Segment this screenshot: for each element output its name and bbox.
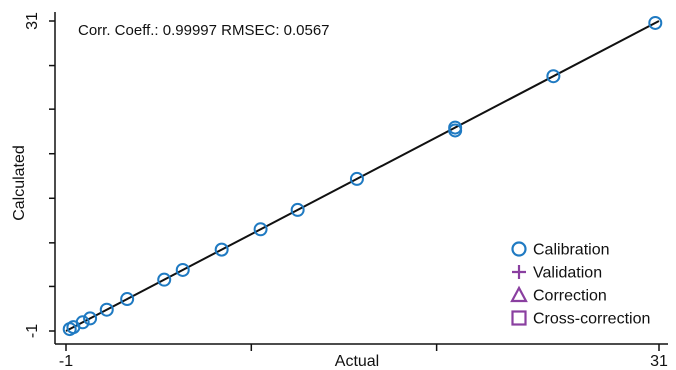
legend-item: Cross-correction (511, 310, 650, 328)
data-points (62, 15, 663, 337)
y-tick-label: -1 (24, 324, 41, 338)
legend-label: Cross-correction (533, 311, 650, 328)
legend-marker-triangle (510, 285, 528, 303)
data-point (290, 202, 305, 217)
data-point (120, 292, 135, 307)
data-point (175, 262, 190, 277)
x-tick-label: -1 (59, 353, 73, 370)
legend-item: Validation (512, 265, 602, 282)
axes: -1 31 -1 31 (24, 12, 668, 370)
y-axis-title: Calculated (11, 145, 28, 221)
stats-text: Corr. Coeff.: 0.99997 RMSEC: 0.0567 (78, 22, 330, 39)
legend-label: Validation (533, 265, 602, 282)
data-point (99, 302, 114, 317)
legend-item: Calibration (511, 241, 609, 259)
x-ticks: -1 31 (59, 344, 668, 370)
legend-item: Correction (510, 285, 607, 305)
data-point (546, 69, 561, 84)
x-axis-title: Actual (335, 353, 379, 370)
legend: Calibration Validation Correction Cross-cor… (510, 241, 650, 328)
data-point (253, 222, 268, 237)
data-point (75, 315, 90, 330)
legend-marker-square (511, 310, 527, 326)
data-point (648, 15, 663, 30)
data-point (448, 120, 463, 135)
data-point (83, 311, 98, 326)
legend-label: Calibration (533, 242, 609, 259)
legend-label: Correction (533, 288, 607, 305)
y-tick-label: 31 (24, 12, 41, 30)
data-point (349, 171, 364, 186)
legend-marker-circle (511, 241, 527, 257)
data-point (157, 272, 172, 287)
x-tick-label: 31 (650, 353, 668, 370)
y-ticks: -1 31 (24, 12, 55, 338)
legend-marker-plus (512, 265, 526, 279)
data-point (214, 242, 229, 257)
